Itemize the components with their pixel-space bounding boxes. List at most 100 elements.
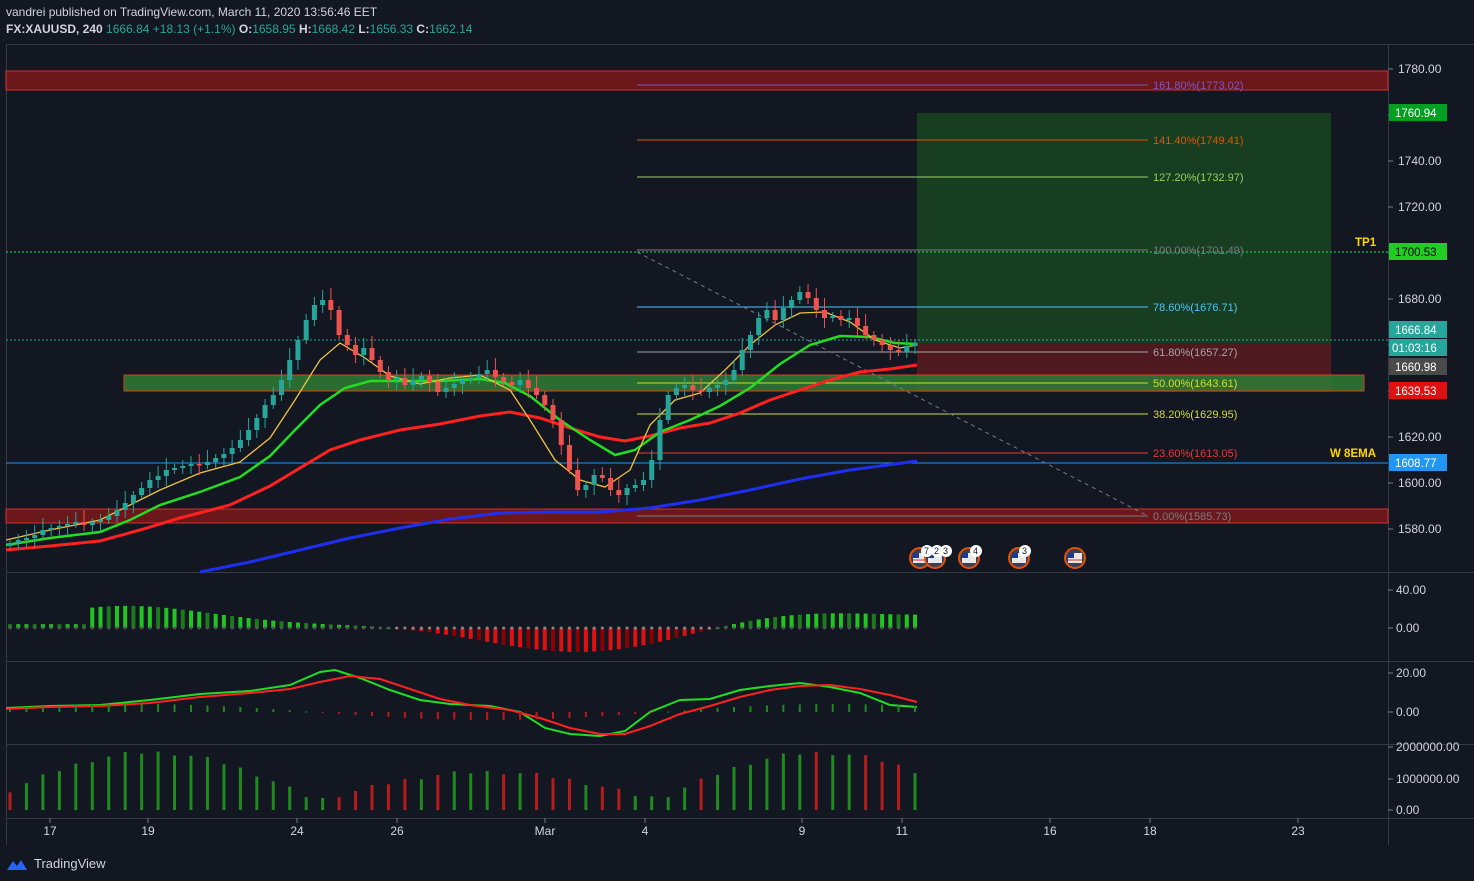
candle-body[interactable] (40, 530, 46, 535)
candlestick-series[interactable] (7, 284, 918, 550)
candle-body[interactable] (147, 480, 153, 488)
candle-body[interactable] (287, 360, 293, 380)
candle-body[interactable] (649, 460, 655, 480)
candle-body[interactable] (542, 395, 548, 405)
candle-body[interactable] (385, 372, 391, 380)
candle-body[interactable] (797, 292, 803, 300)
candle-body[interactable] (517, 380, 523, 385)
candle-body[interactable] (155, 476, 161, 480)
ema-mid-line[interactable] (5, 334, 918, 547)
candle-body[interactable] (484, 370, 490, 374)
candle-body[interactable] (270, 395, 276, 405)
candle-body[interactable] (912, 343, 918, 346)
candle-body[interactable] (583, 485, 589, 490)
candle-body[interactable] (764, 310, 770, 318)
candle-body[interactable] (410, 380, 416, 385)
candle-body[interactable] (501, 377, 507, 382)
candle-body[interactable] (492, 370, 498, 377)
candle-body[interactable] (353, 345, 359, 355)
candle-body[interactable] (114, 510, 120, 516)
sma-long-line[interactable] (199, 459, 918, 574)
candle-body[interactable] (673, 388, 679, 395)
candle-body[interactable] (896, 350, 902, 352)
candle-body[interactable] (435, 382, 441, 392)
candle-body[interactable] (509, 382, 515, 385)
candle-body[interactable] (418, 376, 424, 380)
candle-body[interactable] (665, 395, 671, 420)
candle-body[interactable] (616, 490, 622, 495)
candle-body[interactable] (624, 488, 630, 495)
candle-body[interactable] (747, 335, 753, 350)
candle-body[interactable] (204, 462, 210, 465)
candle-body[interactable] (846, 318, 852, 320)
ema-slow-line[interactable] (5, 363, 918, 552)
candle-body[interactable] (731, 370, 737, 380)
candle-body[interactable] (887, 345, 893, 350)
candle-body[interactable] (739, 350, 745, 370)
candle-body[interactable] (558, 420, 564, 445)
candle-body[interactable] (262, 405, 268, 418)
candle-body[interactable] (838, 316, 844, 320)
candle-body[interactable] (879, 340, 885, 345)
candle-body[interactable] (756, 318, 762, 335)
candle-body[interactable] (550, 405, 556, 420)
candle-body[interactable] (213, 458, 219, 462)
tradingview-logo[interactable]: TradingView (6, 856, 106, 871)
candle-body[interactable] (534, 388, 540, 395)
us-flag-icon[interactable] (958, 547, 980, 569)
candle-body[interactable] (468, 378, 474, 380)
candle-body[interactable] (789, 300, 795, 308)
symbol-name[interactable]: FX:XAUUSD, 240 (6, 22, 103, 36)
candle-body[interactable] (295, 340, 301, 360)
candle-body[interactable] (65, 524, 71, 526)
candle-body[interactable] (822, 310, 827, 318)
volume-pane[interactable] (8, 751, 917, 810)
candle-body[interactable] (608, 478, 614, 490)
candle-body[interactable] (698, 390, 704, 392)
candle-body[interactable] (525, 380, 531, 388)
candle-body[interactable] (163, 470, 169, 476)
candle-body[interactable] (641, 480, 646, 485)
candle-body[interactable] (139, 488, 145, 495)
candle-body[interactable] (246, 430, 252, 440)
candle-body[interactable] (632, 485, 638, 488)
candle-body[interactable] (780, 308, 786, 320)
candle-body[interactable] (106, 516, 112, 520)
candle-body[interactable] (377, 360, 383, 372)
long-position-target-area[interactable] (917, 113, 1331, 343)
economic-events[interactable]: 7 2 3 4 3 (909, 545, 1086, 569)
candle-body[interactable] (237, 440, 243, 448)
candle-body[interactable] (320, 300, 326, 305)
candle-body[interactable] (172, 468, 178, 470)
candle-body[interactable] (73, 522, 79, 524)
candle-body[interactable] (599, 475, 605, 478)
candle-body[interactable] (805, 292, 811, 298)
candle-body[interactable] (180, 466, 186, 468)
candle-body[interactable] (23, 538, 29, 540)
candle-body[interactable] (427, 376, 433, 382)
candle-body[interactable] (830, 316, 836, 318)
candle-body[interactable] (254, 418, 260, 430)
candle-body[interactable] (336, 310, 342, 335)
candle-body[interactable] (89, 522, 95, 525)
momentum-histogram-pane[interactable] (8, 605, 917, 652)
candle-body[interactable] (361, 348, 367, 355)
candle-body[interactable] (904, 346, 910, 352)
candle-body[interactable] (303, 320, 309, 340)
candle-body[interactable] (98, 520, 103, 522)
candle-body[interactable] (32, 535, 38, 538)
macd-pane[interactable] (5, 668, 918, 738)
time-axis[interactable]: 17 19 24 26 Mar 4 9 11 16 18 23 (43, 818, 1305, 838)
candle-body[interactable] (130, 495, 136, 503)
candle-body[interactable] (871, 335, 877, 340)
candle-body[interactable] (311, 305, 317, 320)
candle-body[interactable] (394, 378, 400, 380)
ema-fast-line[interactable] (5, 311, 918, 541)
candle-body[interactable] (402, 378, 408, 385)
candle-body[interactable] (196, 464, 202, 466)
us-flag-icon[interactable] (1064, 547, 1086, 569)
candle-body[interactable] (682, 385, 688, 388)
candle-body[interactable] (81, 522, 87, 525)
candle-body[interactable] (344, 335, 350, 345)
